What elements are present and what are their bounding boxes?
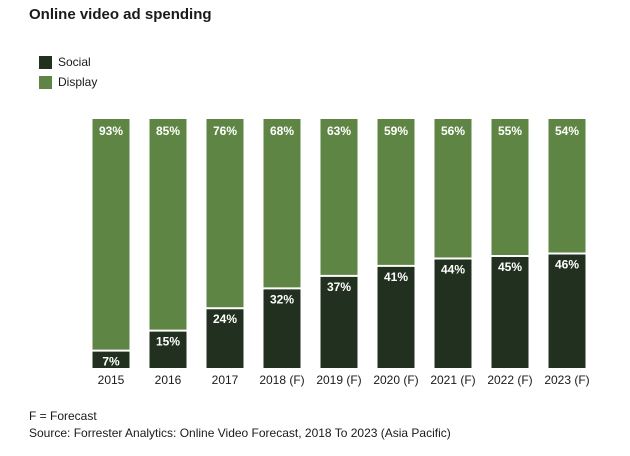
data-label-social-4: 37%	[327, 280, 351, 294]
bar-social-6	[434, 258, 472, 368]
data-label-display-0: 93%	[99, 124, 123, 138]
bar-social-2	[206, 308, 244, 368]
data-label-social-1: 15%	[156, 335, 180, 349]
x-tick-label-7: 2022 (F)	[487, 373, 532, 387]
bar-social-8	[548, 253, 586, 368]
forecast-note: F = Forecast	[29, 409, 97, 423]
data-label-display-2: 76%	[213, 124, 237, 138]
data-label-display-4: 63%	[327, 124, 351, 138]
x-tick-label-8: 2023 (F)	[544, 373, 589, 387]
x-tick-label-4: 2019 (F)	[316, 373, 361, 387]
bar-display-4	[320, 119, 358, 276]
data-label-social-8: 46%	[555, 257, 579, 271]
source-note: Source: Forrester Analytics: Online Vide…	[29, 426, 451, 440]
data-label-social-5: 41%	[384, 270, 408, 284]
data-label-display-8: 54%	[555, 124, 579, 138]
x-tick-label-5: 2020 (F)	[373, 373, 418, 387]
data-label-display-3: 68%	[270, 124, 294, 138]
bar-display-1	[149, 119, 187, 331]
data-label-display-6: 56%	[441, 124, 465, 138]
x-tick-label-1: 2016	[155, 373, 182, 387]
legend-swatch-display	[39, 75, 52, 89]
chart-title: Online video ad spending	[29, 6, 212, 23]
chart-legend: Social Display	[39, 52, 97, 92]
bar-social-4	[320, 275, 358, 368]
data-label-social-0: 7%	[102, 355, 120, 369]
bar-social-5	[377, 265, 415, 368]
data-label-social-6: 44%	[441, 262, 465, 276]
x-tick-label-0: 2015	[98, 373, 125, 387]
legend-swatch-social	[39, 55, 52, 69]
x-tick-label-3: 2018 (F)	[259, 373, 304, 387]
bar-social-0	[92, 350, 130, 368]
chart-footnotes: F = Forecast Source: Forrester Analytics…	[29, 408, 451, 442]
data-label-display-5: 59%	[384, 124, 408, 138]
data-label-display-7: 55%	[498, 124, 522, 138]
legend-item-social: Social	[39, 52, 97, 72]
bar-display-3	[263, 119, 301, 289]
data-label-social-7: 45%	[498, 260, 522, 274]
bar-display-8	[548, 119, 586, 254]
bar-display-0	[92, 119, 130, 351]
bar-display-2	[206, 119, 244, 309]
legend-item-display: Display	[39, 72, 97, 92]
data-label-social-2: 24%	[213, 312, 237, 326]
data-label-social-3: 32%	[270, 292, 294, 306]
bar-social-7	[491, 255, 529, 368]
chart-plot: 93% 7% 2015 85% 15% 2016 76% 24% 2017 68% 32% 2018 …	[92, 119, 590, 387]
bar-social-1	[149, 330, 187, 368]
data-label-display-1: 85%	[156, 124, 180, 138]
bar-display-7	[491, 119, 529, 256]
legend-label-social: Social	[58, 55, 91, 69]
bar-display-5	[377, 119, 415, 266]
x-tick-label-6: 2021 (F)	[430, 373, 475, 387]
bar-social-3	[263, 288, 301, 368]
legend-label-display: Display	[58, 75, 98, 89]
x-tick-label-2: 2017	[212, 373, 239, 387]
bar-display-6	[434, 119, 472, 259]
